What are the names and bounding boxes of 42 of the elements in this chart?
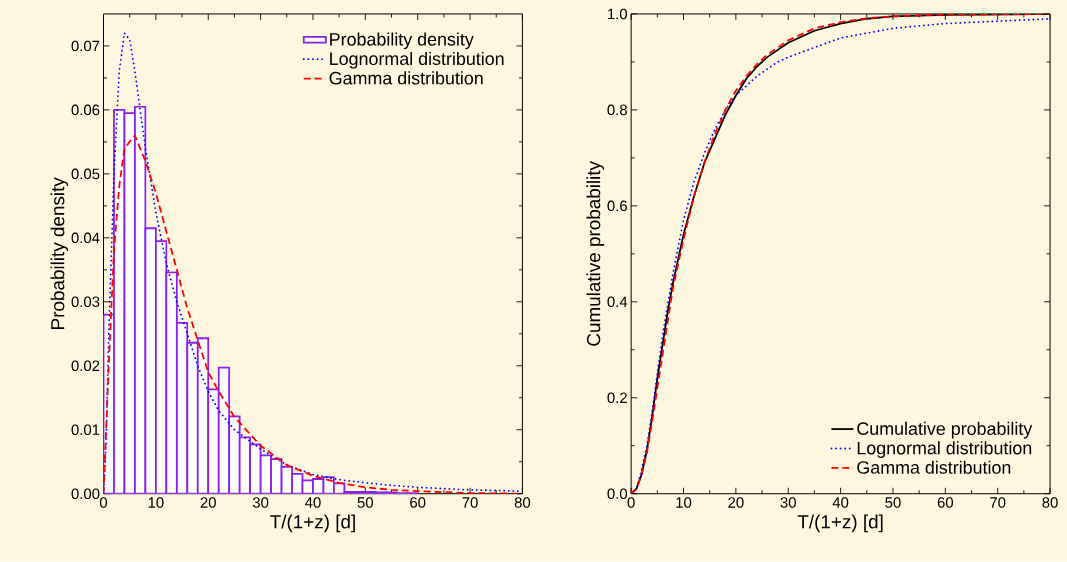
y-tick-label: 0.6 [607,200,627,212]
y-axis-title: Cumulative probability [586,161,605,346]
legend-label: Probability density [330,32,474,50]
y-tick-label: 0.06 [71,104,100,116]
y-tick-label: 0.02 [71,360,100,372]
x-tick-label: 70 [462,497,478,508]
y-tick-label: 0.07 [71,40,100,52]
x-axis-title: T/(1+z) [d] [270,514,355,533]
x-tick-label: 40 [832,497,849,508]
x-tick-label: 0 [627,497,635,508]
y-tick-label: 0.0 [607,488,628,500]
y-tick-label: 0.01 [71,424,100,436]
y-tick-label: 0.05 [71,168,100,180]
x-axis-title: T/(1+z) [d] [797,514,883,533]
y-tick-label: 0.04 [71,232,100,244]
x-tick-label: 20 [200,497,216,508]
x-tick-label: 30 [780,497,796,508]
x-tick-label: 60 [937,497,954,508]
x-tick-label: 40 [305,497,321,508]
y-tick-label: 0.00 [71,488,100,500]
x-tick-label: 50 [357,497,374,508]
legend-label: Gamma distribution [329,71,483,85]
y-tick-label: 1.0 [608,8,628,20]
y-axis-title: Probability density [50,177,69,330]
y-tick-label: 0.2 [607,392,627,404]
legend-label: Lognormal distribution [330,52,504,69]
y-tick-label: 0.4 [607,296,628,308]
y-tick-label: 0.03 [71,296,100,308]
x-tick-label: 10 [676,497,692,508]
x-tick-label: 60 [410,497,426,508]
x-tick-label: 70 [990,497,1006,508]
legend-label: Cumulative probability [857,422,1033,439]
x-tick-label: 20 [728,497,744,508]
y-tick-label: 0.8 [607,104,627,116]
legend-label: Gamma distribution [857,460,1011,475]
x-tick-label: 0 [99,497,108,508]
x-tick-label: 10 [148,497,164,508]
x-tick-label: 80 [514,497,531,508]
x-tick-label: 30 [252,497,269,508]
legend-label: Lognormal distribution [857,441,1032,459]
x-tick-label: 50 [885,497,901,508]
x-tick-label: 80 [1042,497,1058,508]
